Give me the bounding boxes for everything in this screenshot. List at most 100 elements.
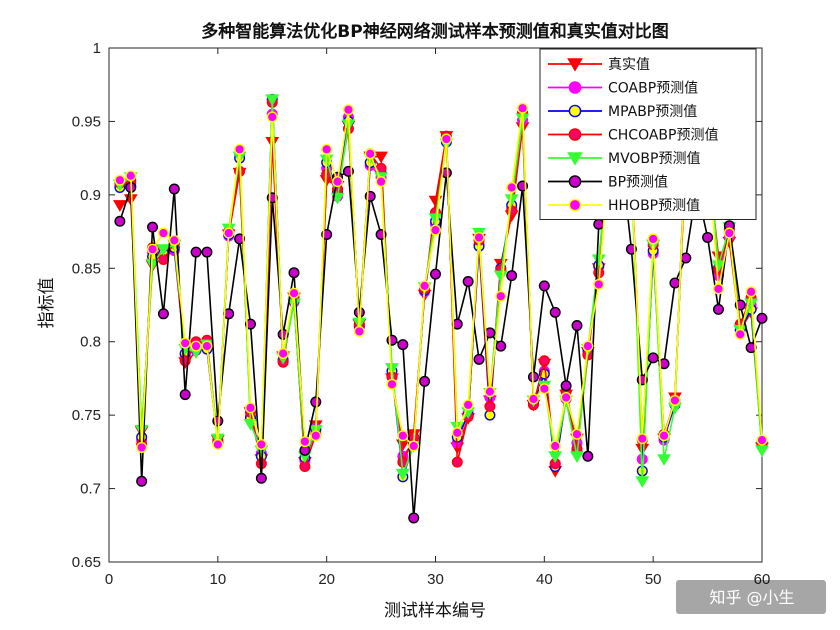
data-point (288, 267, 300, 279)
data-point (408, 440, 420, 452)
data-point (342, 104, 354, 116)
data-point (734, 328, 746, 340)
watermark-backdrop (676, 580, 826, 614)
data-point (711, 260, 726, 273)
data-point (310, 396, 322, 408)
data-point (723, 227, 735, 239)
legend-entry: HHOBP预测值 (548, 198, 700, 214)
data-point (113, 200, 127, 212)
data-point (745, 286, 757, 298)
watermark: 知乎 @小生 (676, 580, 826, 614)
x-tick-label: 10 (209, 571, 226, 588)
data-point (582, 450, 594, 462)
data-point (386, 334, 398, 346)
data-point (353, 325, 365, 337)
data-point (255, 472, 267, 484)
data-point (419, 280, 431, 292)
series-layer (113, 93, 769, 524)
data-point (332, 176, 344, 188)
data-point (451, 427, 463, 439)
data-point (593, 218, 605, 230)
data-point (395, 468, 410, 481)
data-point (440, 133, 452, 145)
data-point (506, 270, 518, 282)
data-point (756, 312, 768, 324)
data-point (484, 400, 496, 412)
legend-label: MPABP预测值 (608, 104, 697, 120)
data-point (517, 102, 529, 114)
y-axis-ticks: 0.65 0.7 0.75 0.8 0.85 0.9 0.95 1 (72, 40, 762, 571)
legend-entry: MPABP预测值 (548, 104, 697, 120)
watermark-text: 知乎 @小生 (709, 588, 794, 607)
data-point (506, 182, 518, 194)
data-point (321, 143, 333, 155)
data-point (669, 277, 681, 289)
legend-marker (568, 81, 582, 94)
data-point (244, 402, 256, 414)
data-point (473, 353, 485, 365)
data-point (299, 461, 311, 473)
data-point (669, 394, 681, 406)
data-point (625, 243, 637, 255)
data-point (495, 340, 507, 352)
data-point (560, 380, 572, 392)
y-tick-label: 0.7 (80, 481, 101, 498)
y-tick-label: 0.9 (80, 187, 101, 204)
data-point (636, 433, 648, 445)
data-point (538, 383, 550, 395)
data-point (147, 243, 159, 255)
data-point (385, 363, 399, 375)
data-point (712, 283, 724, 295)
data-point (234, 143, 246, 155)
data-point (549, 306, 561, 318)
data-point (179, 337, 191, 349)
x-axis-label: 测试样本编号 (384, 601, 486, 621)
data-point (549, 440, 561, 452)
y-tick-label: 1 (93, 40, 101, 57)
legend-marker (568, 175, 582, 188)
x-axis-ticks: 0 10 20 30 40 50 60 (105, 48, 770, 588)
data-point (310, 430, 322, 442)
y-tick-label: 0.95 (72, 113, 101, 130)
data-point (657, 454, 671, 466)
data-point (570, 451, 584, 463)
data-point (223, 227, 235, 239)
data-point (430, 224, 442, 236)
legend-marker (568, 198, 582, 212)
data-point (560, 392, 572, 404)
legend-marker (568, 104, 582, 118)
data-point (571, 320, 583, 332)
data-point (484, 386, 496, 398)
data-point (702, 231, 714, 243)
y-axis-label: 指标值 (37, 278, 57, 329)
data-point (462, 399, 474, 411)
legend-entry: 真实值 (548, 57, 650, 73)
chart-title: 多种智能算法优化BP神经网络测试样本预测值和真实值对比图 (201, 21, 668, 42)
legend-label: BP预测值 (608, 175, 668, 191)
data-point (364, 148, 376, 160)
data-point (136, 441, 148, 453)
data-point (255, 439, 267, 451)
data-point (430, 268, 442, 280)
data-point (647, 233, 659, 245)
data-point (538, 355, 550, 367)
data-point (756, 434, 768, 446)
legend-entry: MVOBP预测值 (548, 151, 700, 167)
data-point (157, 227, 169, 239)
data-point (265, 94, 280, 107)
data-point (244, 318, 256, 330)
series-line (119, 108, 763, 448)
data-point (157, 308, 169, 320)
data-point (397, 430, 409, 442)
data-point (234, 233, 246, 245)
data-point (168, 183, 180, 195)
legend-marker (568, 128, 582, 141)
legend-label: COABP预测值 (608, 81, 698, 97)
data-point (201, 246, 213, 258)
data-point (190, 246, 202, 258)
y-tick-label: 0.75 (72, 407, 101, 424)
x-tick-label: 30 (427, 571, 444, 588)
data-point (755, 445, 769, 458)
data-point (495, 290, 507, 302)
